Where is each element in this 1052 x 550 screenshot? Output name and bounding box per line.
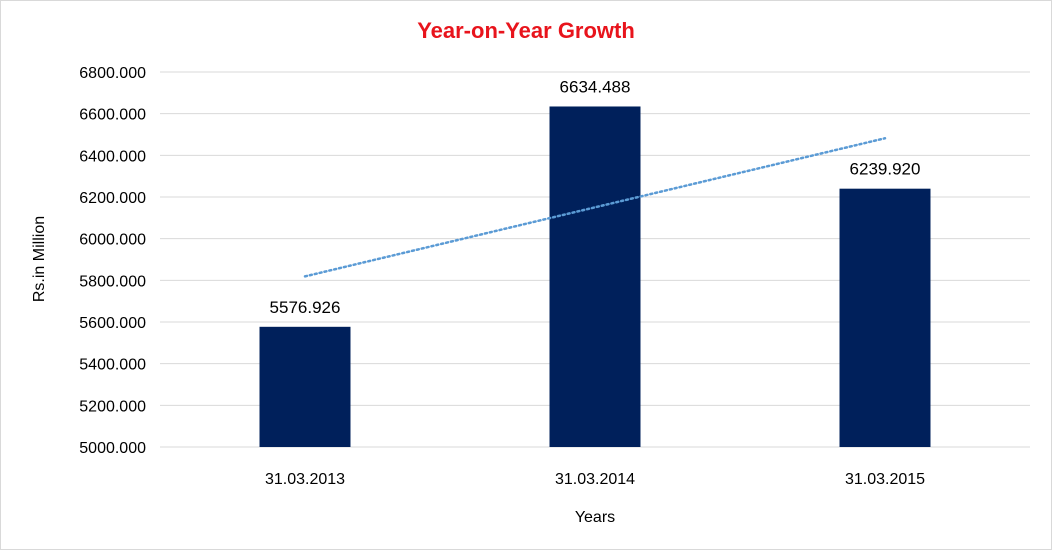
- trendline: [303, 137, 887, 278]
- y-tick-label: 6400.000: [79, 148, 146, 165]
- y-axis-ticks: 5000.000 5200.000 5400.000 5600.000 5800.000…: [79, 65, 146, 457]
- y-tick-label: 5800.000: [79, 273, 146, 290]
- y-tick-label: 6000.000: [79, 232, 146, 249]
- x-tick-label: 31.03.2013: [265, 471, 345, 488]
- chart-title: Year-on-Year Growth: [417, 18, 635, 43]
- y-axis-label: Rs.in Million: [31, 216, 48, 302]
- data-labels: 5576.926 6634.488 6239.920: [270, 77, 921, 316]
- data-label: 6239.920: [850, 160, 921, 179]
- y-tick-label: 5000.000: [79, 440, 146, 457]
- bar: [839, 188, 931, 447]
- data-label: 5576.926: [270, 298, 341, 317]
- bar: [549, 106, 641, 448]
- y-tick-label: 6200.000: [79, 190, 146, 207]
- x-tick-label: 31.03.2015: [845, 471, 925, 488]
- y-tick-label: 5400.000: [79, 357, 146, 374]
- y-tick-label: 6600.000: [79, 107, 146, 124]
- bars: [259, 106, 931, 448]
- x-axis-label: Years: [575, 509, 615, 526]
- trendline-layer: [303, 137, 887, 278]
- x-tick-label: 31.03.2014: [555, 471, 635, 488]
- y-tick-label: 6800.000: [79, 65, 146, 82]
- data-label: 6634.488: [560, 77, 631, 96]
- y-tick-label: 5600.000: [79, 315, 146, 332]
- bar: [259, 326, 351, 447]
- y-tick-label: 5200.000: [79, 398, 146, 415]
- x-axis-ticks: 31.03.2013 31.03.2014 31.03.2015: [265, 471, 925, 488]
